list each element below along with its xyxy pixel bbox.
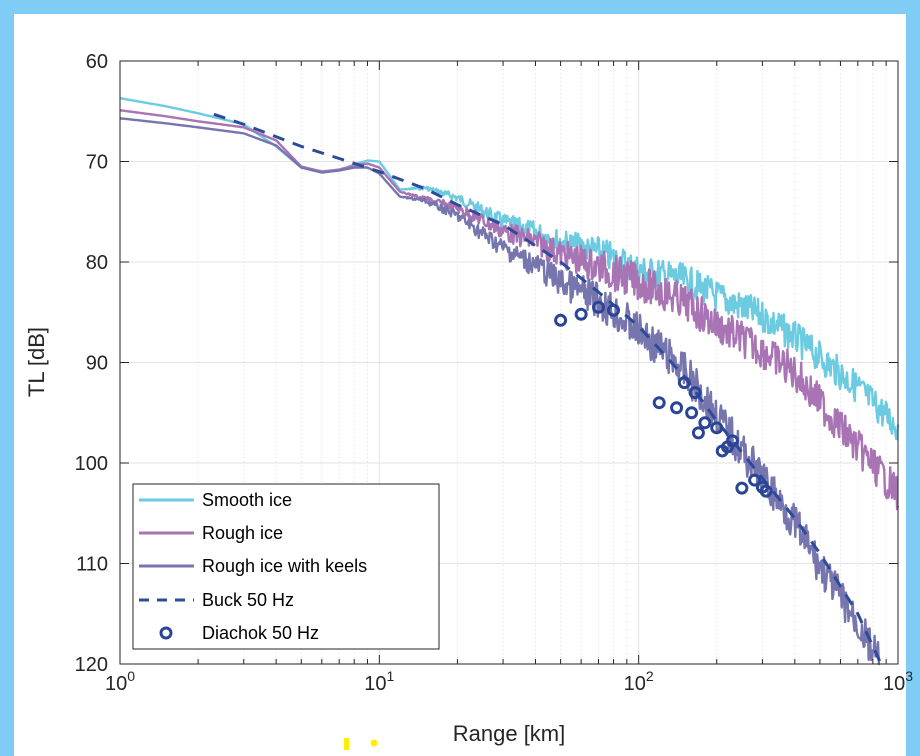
x-tick-base: 10 (364, 673, 386, 695)
series-line-rough-ice (119, 109, 900, 511)
y-tick-label: 120 (75, 654, 108, 676)
series-line-buck-50-hz (213, 112, 882, 662)
data-point-diachok-50-hz (652, 396, 666, 410)
series-layer (119, 97, 900, 666)
data-point-diachok-50-hz (691, 426, 705, 440)
legend-entry-smooth-ice: Smooth ice (139, 490, 292, 510)
data-point-diachok-50-hz (574, 307, 588, 321)
x-tick-base: 10 (624, 673, 646, 695)
legend-label-diachok: Diachok 50 Hz (202, 623, 319, 643)
data-point-diachok-50-hz (710, 421, 724, 435)
data-point-diachok-50-hz (759, 484, 773, 498)
x-axis-label: Range [km] (453, 721, 566, 746)
legend: Smooth ice Rough ice Rough ice with keel… (132, 483, 440, 650)
data-point-diachok-50-hz (607, 303, 621, 317)
series-line-smooth-ice (119, 97, 900, 441)
legend-label-rough-ice: Rough ice (202, 523, 283, 543)
yellow-dot (370, 739, 378, 747)
data-point-diachok-50-hz (591, 300, 605, 314)
data-point-diachok-50-hz (688, 386, 702, 400)
data-point-diachok-50-hz (725, 434, 739, 448)
legend-entry-buck: Buck 50 Hz (139, 590, 294, 610)
data-point-diachok-50-hz (735, 481, 749, 495)
data-point-diachok-50-hz (670, 401, 684, 415)
y-axis-label: TL [dB] (24, 327, 49, 397)
legend-entry-diachok: Diachok 50 Hz (159, 623, 319, 643)
x-tick-label: 100 (105, 668, 135, 695)
data-point-diachok-50-hz (554, 313, 568, 327)
data-point-diachok-50-hz (685, 406, 699, 420)
series-line-rough-ice-with-keels (119, 117, 881, 666)
data-point-diachok-50-hz (677, 376, 691, 390)
x-tick-exponent: 1 (387, 668, 395, 684)
x-tick-exponent: 3 (905, 668, 913, 684)
legend-label-smooth-ice: Smooth ice (202, 490, 292, 510)
legend-label-rough-ice-keels: Rough ice with keels (202, 556, 367, 576)
x-tick-exponent: 2 (646, 668, 654, 684)
y-tick-label: 70 (86, 152, 108, 174)
y-tick-label: 100 (75, 453, 108, 475)
y-tick-label: 80 (86, 252, 108, 274)
legend-swatch-diachok (159, 626, 173, 640)
data-point-diachok-50-hz (698, 416, 712, 430)
data-point-diachok-50-hz (748, 473, 762, 487)
x-tick-label: 103 (883, 668, 913, 695)
y-tick-label: 90 (86, 353, 108, 375)
yellow-marks (344, 738, 378, 750)
x-tick-exponent: 0 (127, 668, 135, 684)
axis-ticks (119, 60, 899, 665)
legend-entry-rough-ice: Rough ice (139, 523, 283, 543)
x-tick-base: 10 (883, 673, 905, 695)
y-tick-label: 60 (86, 51, 108, 73)
x-tick-label: 101 (364, 668, 394, 695)
legend-entry-rough-ice-keels: Rough ice with keels (139, 556, 367, 576)
x-tick-label: 102 (624, 668, 654, 695)
x-tick-base: 10 (105, 673, 127, 695)
legend-label-buck: Buck 50 Hz (202, 590, 294, 610)
yellow-mark (344, 738, 349, 750)
y-tick-label: 110 (76, 554, 108, 576)
